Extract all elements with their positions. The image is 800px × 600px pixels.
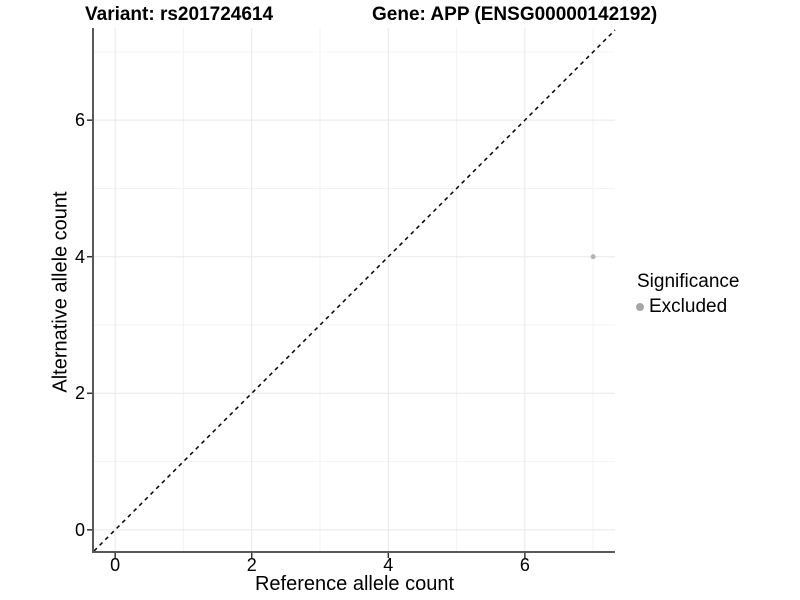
x-tick-label-2: 2 bbox=[246, 555, 257, 575]
identity-dashed-line bbox=[93, 29, 616, 552]
legend-title: Significance bbox=[637, 271, 740, 292]
plot-title-gene: Gene: APP (ENSG00000142192) bbox=[372, 4, 658, 25]
plot-title-variant: Variant: rs201724614 bbox=[85, 4, 274, 25]
data-point bbox=[590, 254, 596, 260]
x-tick-label-0: 0 bbox=[110, 555, 121, 575]
legend: Significance Excluded bbox=[635, 271, 739, 318]
x-axis-title: Reference allele count bbox=[254, 573, 454, 595]
legend-item-excluded: Excluded bbox=[635, 296, 739, 318]
x-tick-label-4: 4 bbox=[383, 555, 394, 575]
y-tick-label-0: 0 bbox=[74, 519, 85, 540]
y-tick-label-4: 4 bbox=[74, 246, 85, 267]
y-axis-title: Alternative allele count bbox=[49, 191, 72, 393]
y-tick-label-2: 2 bbox=[74, 383, 85, 404]
x-tick-label-6: 6 bbox=[519, 555, 530, 575]
y-tick-label-6: 6 bbox=[74, 110, 85, 131]
legend-item-label: Excluded bbox=[649, 296, 728, 317]
legend-point-icon bbox=[636, 303, 644, 311]
